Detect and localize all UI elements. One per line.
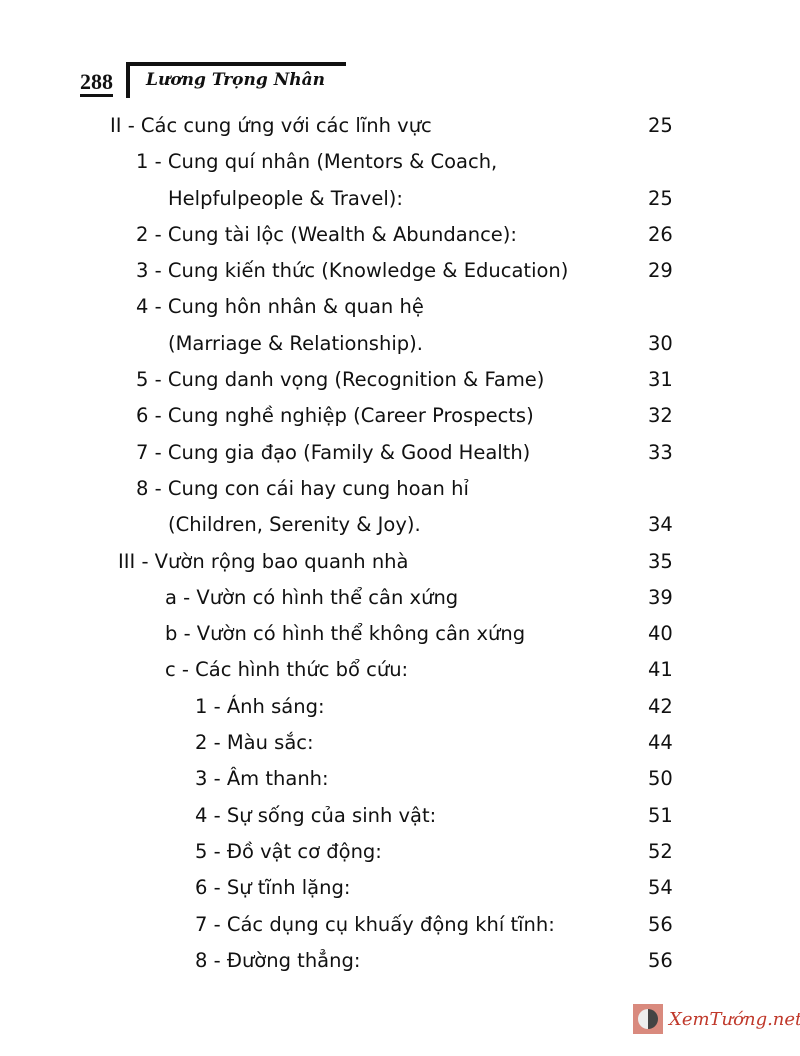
toc-entry-page: 39 (648, 585, 673, 609)
toc-entry: 7 - Các dụng cụ khuấy động khí tĩnh: 56 (0, 907, 800, 943)
toc-entry-title: 2 - Màu sắc: (195, 731, 314, 755)
toc-entry: a - Vườn có hình thể cân xứng 39 (0, 580, 800, 616)
toc-entry: (Marriage & Relationship). 30 (0, 326, 800, 362)
toc-entry: 2 - Màu sắc: 44 (0, 725, 800, 761)
toc-entry: 8 - Cung con cái hay cung hoan hỉ (0, 471, 800, 507)
toc-entry: 1 - Ánh sáng: 42 (0, 689, 800, 725)
toc-entry-title: 7 - Cung gia đạo (Family & Good Health) (136, 440, 531, 464)
toc-entry: 6 - Cung nghề nghiệp (Career Prospects) 3… (0, 398, 800, 434)
toc-entry-page: 25 (648, 186, 673, 210)
header-rule-vertical (126, 62, 130, 98)
toc-entry-page: 44 (648, 731, 673, 755)
watermark-text: XemTướng.net (669, 1008, 800, 1030)
toc-entry-page: 33 (648, 440, 673, 464)
toc-entry: 5 - Cung danh vọng (Recognition & Fame) 3… (0, 362, 800, 398)
toc-entry: II - Các cung ứng với các lĩnh vực 25 (0, 108, 800, 144)
toc-entry-page: 50 (648, 767, 673, 791)
toc-entry: 4 - Cung hôn nhân & quan hệ (0, 289, 800, 325)
toc-entry: 3 - Âm thanh: 50 (0, 761, 800, 797)
toc-entry-page: 30 (648, 331, 673, 355)
toc-entry: 8 - Đường thẳng: 56 (0, 943, 800, 979)
toc-entry: 4 - Sự sống của sinh vật: 51 (0, 798, 800, 834)
running-header-author: Lương Trọng Nhân (146, 70, 325, 90)
toc-entry-title: Helpfulpeople & Travel): (168, 186, 403, 210)
toc-entry-title: 2 - Cung tài lộc (Wealth & Abundance): (136, 222, 517, 246)
toc-entry-title: 5 - Cung danh vọng (Recognition & Fame) (136, 368, 545, 392)
toc-entry-page: 25 (648, 114, 673, 137)
toc-entry: III - Vườn rộng bao quanh nhà 35 (0, 544, 800, 580)
toc-entry-title: 8 - Đường thẳng: (195, 948, 361, 972)
toc-entry-title: 1 - Ánh sáng: (195, 694, 325, 718)
toc-entry: 1 - Cung quí nhân (Mentors & Coach, (0, 144, 800, 180)
page-number: 288 (80, 70, 113, 97)
toc-entry-title: 3 - Cung kiến thức (Knowledge & Educatio… (136, 259, 569, 283)
toc-entry: 2 - Cung tài lộc (Wealth & Abundance): 26 (0, 217, 800, 253)
toc-entry-title: III - Vườn rộng bao quanh nhà (118, 549, 409, 573)
toc-entry: 7 - Cung gia đạo (Family & Good Health) 3… (0, 435, 800, 471)
toc-entry: (Children, Serenity & Joy). 34 (0, 507, 800, 543)
toc-entry: 3 - Cung kiến thức (Knowledge & Educatio… (0, 253, 800, 289)
header-rule (126, 62, 346, 66)
toc-entry-title: II - Các cung ứng với các lĩnh vực (110, 114, 432, 137)
toc-entry: 6 - Sự tĩnh lặng: 54 (0, 870, 800, 906)
toc-entry-page: 35 (648, 549, 673, 573)
toc-entry-page: 54 (648, 876, 673, 900)
toc-entry: b - Vườn có hình thể không cân xứng 40 (0, 616, 800, 652)
toc-entry: Helpfulpeople & Travel): 25 (0, 181, 800, 217)
toc-entry-title: (Children, Serenity & Joy). (168, 513, 421, 537)
toc-entry-title: b - Vườn có hình thể không cân xứng (165, 622, 526, 646)
table-of-contents: II - Các cung ứng với các lĩnh vực 25 1 - … (0, 108, 800, 979)
toc-entry-page: 40 (648, 622, 673, 646)
toc-entry-title: a - Vườn có hình thể cân xứng (165, 585, 459, 609)
toc-entry-title: 4 - Sự sống của sinh vật: (195, 803, 437, 827)
toc-entry-title: 4 - Cung hôn nhân & quan hệ (136, 295, 424, 319)
toc-entry-page: 32 (648, 404, 673, 428)
toc-entry-page: 29 (648, 259, 673, 283)
watermark-logo: XemTướng.net (633, 1004, 800, 1034)
toc-entry-title: 6 - Sự tĩnh lặng: (195, 876, 351, 900)
toc-entry-page: 41 (648, 658, 673, 682)
toc-entry-page: 34 (648, 513, 673, 537)
toc-entry-title: 1 - Cung quí nhân (Mentors & Coach, (136, 150, 498, 174)
toc-entry-title: 6 - Cung nghề nghiệp (Career Prospects) (136, 404, 534, 428)
toc-entry-page: 52 (648, 839, 673, 863)
toc-entry-page: 56 (648, 948, 673, 972)
toc-entry-title: 7 - Các dụng cụ khuấy động khí tĩnh: (195, 912, 555, 936)
toc-entry: 5 - Đồ vật cơ động: 52 (0, 834, 800, 870)
toc-entry-page: 42 (648, 694, 673, 718)
toc-entry-page: 51 (648, 803, 673, 827)
toc-entry-page: 31 (648, 368, 673, 392)
toc-entry-title: (Marriage & Relationship). (168, 331, 423, 355)
toc-entry: c - Các hình thức bổ cứu: 41 (0, 652, 800, 688)
yin-yang-icon (633, 1004, 663, 1034)
toc-entry-title: 3 - Âm thanh: (195, 767, 329, 791)
toc-entry-page: 26 (648, 222, 673, 246)
toc-entry-title: c - Các hình thức bổ cứu: (165, 658, 409, 682)
toc-entry-page: 56 (648, 912, 673, 936)
toc-entry-title: 5 - Đồ vật cơ động: (195, 839, 382, 863)
toc-entry-title: 8 - Cung con cái hay cung hoan hỉ (136, 476, 469, 500)
